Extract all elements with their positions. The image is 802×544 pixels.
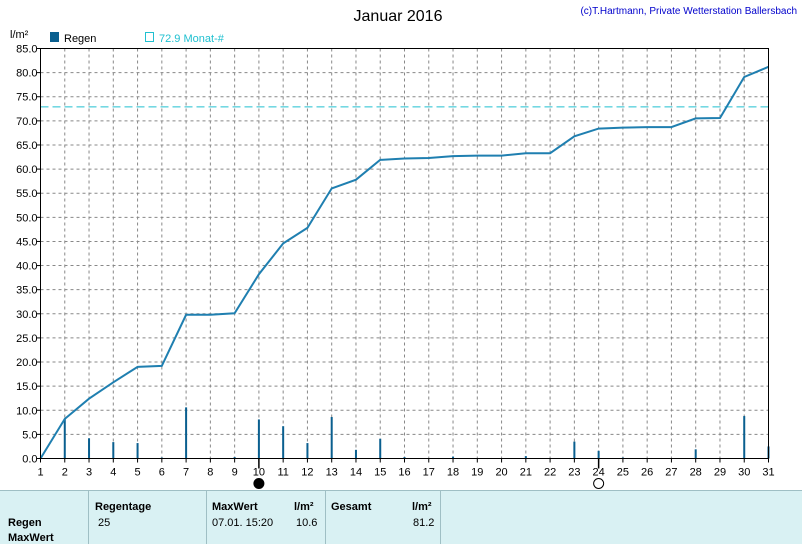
statistics-panel: Regen MaxWert Regentage 25 MaxWert 07.01… (0, 490, 802, 544)
y-tick-label: 45.0 (16, 236, 37, 248)
maxwert-time: 07.01. 15:20 (212, 517, 273, 529)
stats-divider (206, 491, 207, 544)
y-tick-label: 50.0 (16, 212, 37, 224)
daily-rain-bar (573, 442, 575, 459)
y-axis-label: l/m² (10, 29, 29, 41)
legend: Regen 72.9 Monat-# (50, 32, 225, 45)
x-tick-label: 11 (277, 467, 288, 479)
y-tick-label: 85.0 (16, 44, 37, 56)
x-tick-label: 4 (110, 467, 116, 479)
x-tick-label: 12 (301, 467, 313, 479)
x-tick-label: 21 (520, 467, 532, 479)
x-tick-label: 20 (495, 467, 507, 479)
x-tick-label: 30 (738, 467, 750, 479)
grid (41, 49, 769, 459)
daily-rain-bar (695, 449, 697, 458)
x-tick-label: 26 (641, 467, 653, 479)
x-tick-label: 9 (232, 467, 238, 479)
x-tick-label: 18 (447, 467, 459, 479)
cumulative-rain-line (41, 67, 769, 459)
regentage-value: 25 (98, 517, 110, 529)
daily-rain-bar (258, 419, 260, 458)
x-tick-label: 13 (326, 467, 338, 479)
y-tick-label: 35.0 (16, 285, 37, 297)
stats-divider (88, 491, 89, 544)
y-tick-label: 10.0 (16, 405, 37, 417)
x-tick-label: 31 (762, 467, 774, 479)
maxwert-unit-header: l/m² (294, 501, 314, 513)
x-tick-label: 1 (37, 467, 43, 479)
y-tick-label: 25.0 (16, 333, 37, 345)
x-tick-label: 14 (350, 467, 362, 479)
daily-rain-bar (185, 407, 187, 458)
x-tick-label: 2 (62, 467, 68, 479)
full-moon-icon (254, 479, 264, 489)
stats-divider (440, 491, 441, 544)
x-tick-label: 23 (568, 467, 580, 479)
row-label-maxwert: MaxWert (8, 532, 54, 544)
y-tick-label: 60.0 (16, 164, 37, 176)
legend-reference-swatch (146, 33, 154, 42)
y-tick-label: 55.0 (16, 188, 37, 200)
x-tick-label: 27 (665, 467, 677, 479)
legend-regen-swatch (50, 32, 59, 42)
daily-rain-bar (743, 416, 745, 458)
daily-rain-bar (306, 443, 308, 458)
x-tick-label: 22 (544, 467, 556, 479)
y-tick-label: 0.0 (22, 454, 37, 466)
maxwert-value: 10.6 (296, 517, 317, 529)
x-tick-label: 7 (183, 467, 189, 479)
y-axis-ticks: 0.0 5.0 10.0 15.0 20.0 25.0 30.0 35.0 40.0 45.0 50… (16, 44, 40, 466)
y-tick-label: 75.0 (16, 92, 37, 104)
gesamt-value: 81.2 (413, 517, 434, 529)
x-tick-label: 19 (471, 467, 483, 479)
x-tick-label: 3 (86, 467, 92, 479)
x-tick-label: 8 (207, 467, 213, 479)
chart-title: Januar 2016 (354, 8, 443, 25)
row-label-regen: Regen (8, 517, 42, 529)
y-tick-label: 30.0 (16, 309, 37, 321)
daily-rain-bar (282, 426, 284, 458)
daily-rain-bars (64, 407, 770, 458)
gesamt-unit-header: l/m² (412, 501, 432, 513)
y-tick-label: 65.0 (16, 140, 37, 152)
x-tick-label: 5 (135, 467, 141, 479)
x-tick-label: 29 (714, 467, 726, 479)
y-tick-label: 15.0 (16, 381, 37, 393)
copyright-text: (c)T.Hartmann, Private Wetterstation Bal… (580, 6, 797, 17)
regentage-header: Regentage (95, 501, 151, 513)
x-tick-label: 28 (690, 467, 702, 479)
x-tick-label: 25 (617, 467, 629, 479)
legend-reference-label: 72.9 Monat-# (159, 33, 225, 45)
gesamt-header: Gesamt (331, 501, 371, 513)
x-tick-label: 6 (159, 467, 165, 479)
rain-chart: Januar 2016 (c)T.Hartmann, Private Wette… (0, 0, 802, 490)
stats-divider (325, 491, 326, 544)
y-tick-label: 40.0 (16, 261, 37, 273)
cumulative-series (41, 67, 769, 459)
daily-rain-bar (137, 443, 139, 458)
daily-rain-bar (64, 419, 66, 459)
daily-rain-bar (355, 450, 357, 459)
x-tick-label: 16 (398, 467, 410, 479)
daily-rain-bar (88, 438, 90, 458)
y-tick-label: 80.0 (16, 68, 37, 80)
daily-rain-bar (379, 439, 381, 459)
y-tick-label: 70.0 (16, 116, 37, 128)
x-tick-label: 17 (423, 467, 435, 479)
y-tick-label: 20.0 (16, 357, 37, 369)
maxwert-header: MaxWert (212, 501, 258, 513)
x-tick-label: 15 (374, 467, 386, 479)
daily-rain-bar (331, 417, 333, 458)
daily-rain-bar (598, 451, 600, 459)
legend-regen-label: Regen (64, 33, 96, 45)
daily-rain-bar (112, 442, 114, 458)
y-tick-label: 5.0 (22, 429, 37, 441)
new-moon-icon (594, 479, 604, 489)
